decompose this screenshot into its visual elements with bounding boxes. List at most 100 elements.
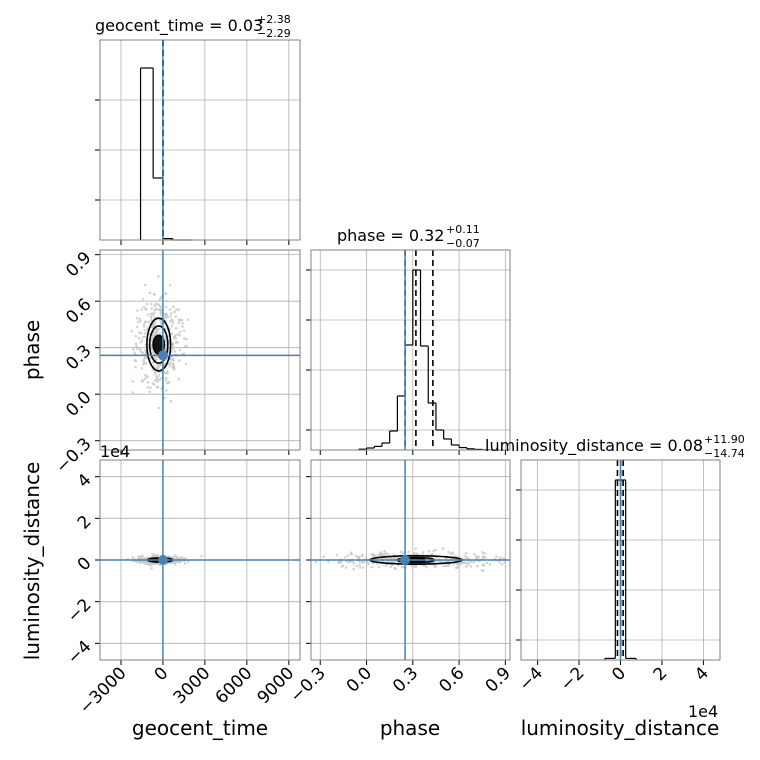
sample-point <box>154 358 158 362</box>
sample-point <box>485 561 489 565</box>
sample-point <box>182 329 186 332</box>
sample-point <box>414 564 417 568</box>
sample-point <box>150 307 154 310</box>
ylabel-luminosity-distance: luminosity_distance <box>20 462 44 661</box>
sample-point <box>151 361 155 364</box>
sample-point <box>465 556 469 559</box>
sample-point <box>177 321 181 325</box>
title-phase-sub: −0.07 <box>446 237 480 250</box>
sample-point <box>168 283 172 287</box>
sample-point <box>411 565 414 568</box>
sample-point <box>130 329 134 333</box>
sample-point <box>335 553 339 557</box>
sample-point <box>153 370 157 374</box>
sample-point <box>153 553 157 557</box>
sample-point <box>360 554 364 558</box>
sample-point <box>402 551 405 554</box>
panel-frame <box>99 459 301 661</box>
sample-point <box>173 563 177 566</box>
sample-point <box>168 320 172 323</box>
sample-point <box>441 547 445 550</box>
sample-point <box>384 564 388 567</box>
sample-point <box>153 304 156 308</box>
sample-point <box>457 565 460 568</box>
sample-point <box>144 361 148 365</box>
sample-point <box>469 560 473 564</box>
sample-point <box>399 550 403 554</box>
sample-point <box>152 330 156 334</box>
sample-point <box>352 567 355 571</box>
sample-point <box>137 320 140 324</box>
sample-point <box>354 554 358 558</box>
sample-point <box>477 555 481 559</box>
sample-point <box>171 347 175 350</box>
sample-point <box>164 343 168 347</box>
xlabel-phase: phase <box>380 716 440 740</box>
sample-point <box>372 553 375 557</box>
sample-point <box>414 547 417 550</box>
sample-point <box>149 312 153 316</box>
sample-point <box>157 327 161 331</box>
sample-point <box>139 560 142 564</box>
sample-point <box>164 371 167 375</box>
panel-frame <box>310 459 511 661</box>
sample-point <box>500 562 504 566</box>
sample-point <box>187 560 190 564</box>
panel-frame <box>520 459 721 661</box>
sample-point <box>155 308 159 311</box>
sample-point <box>148 563 152 567</box>
sample-point <box>143 328 146 332</box>
sample-point <box>498 560 501 564</box>
sample-point <box>382 553 386 556</box>
sample-point <box>361 566 365 569</box>
sample-point <box>346 554 350 557</box>
sample-point <box>185 337 188 341</box>
sample-point <box>155 331 158 334</box>
sample-point <box>186 318 190 322</box>
sample-point <box>168 308 172 312</box>
sample-point <box>464 565 468 568</box>
sample-point <box>402 566 405 569</box>
sample-point <box>150 567 153 570</box>
sample-point <box>370 565 374 569</box>
sample-point <box>143 377 147 381</box>
contour-level <box>146 317 172 372</box>
sample-point <box>160 308 163 311</box>
sample-point <box>180 318 184 322</box>
sample-point <box>387 552 390 556</box>
sample-point <box>179 555 183 559</box>
sample-point <box>131 380 135 383</box>
sample-point <box>421 551 425 554</box>
sample-point <box>144 373 147 377</box>
sample-point <box>153 320 157 324</box>
title-geocent-time-sup: +2.38 <box>257 13 291 26</box>
sample-point <box>183 337 186 340</box>
sample-point <box>177 377 180 381</box>
sample-point <box>164 378 168 382</box>
sample-point <box>483 551 486 555</box>
sample-point <box>150 347 154 351</box>
sample-point <box>481 569 485 572</box>
panel-frame <box>310 249 511 451</box>
sample-point <box>153 356 156 359</box>
sample-point <box>169 315 172 318</box>
sample-point <box>171 362 175 366</box>
sample-point <box>389 557 392 560</box>
ylabel-phase: phase <box>20 320 44 380</box>
sample-point <box>456 562 460 566</box>
sample-point <box>178 348 182 352</box>
sample-point <box>138 317 142 321</box>
sample-point <box>141 554 144 558</box>
xlabel-luminosity-distance: luminosity_distance <box>521 716 720 740</box>
sample-point <box>455 566 458 570</box>
truth-marker <box>157 350 168 361</box>
contour-level <box>148 325 169 364</box>
sample-point <box>131 555 135 559</box>
sample-point <box>134 334 138 338</box>
sample-point <box>488 563 492 566</box>
sample-point <box>170 357 173 361</box>
sample-point <box>146 380 150 384</box>
sample-point <box>154 372 157 376</box>
sample-point <box>142 305 146 309</box>
sample-point <box>159 296 163 299</box>
